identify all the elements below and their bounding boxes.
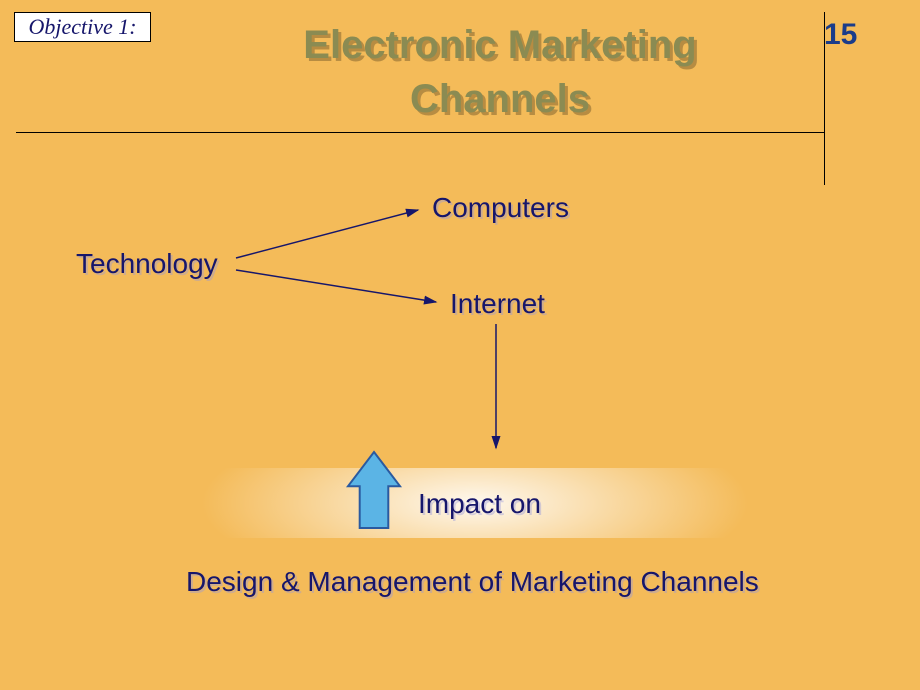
node-impact: Impact on [418, 488, 541, 520]
node-technology: Technology [76, 248, 218, 280]
side-rule [824, 12, 825, 185]
objective-label: Objective 1: [28, 14, 136, 40]
arrow-tech-computers [236, 210, 418, 258]
node-computers: Computers [432, 192, 569, 224]
page-number: 15 [824, 18, 857, 52]
objective-badge: Objective 1: [14, 12, 151, 42]
arrow-tech-internet [236, 270, 436, 302]
slide: Objective 1: 15 Electronic Marketing Cha… [0, 0, 920, 690]
title-underline [16, 132, 824, 133]
node-internet: Internet [450, 288, 545, 320]
slide-title: Electronic Marketing Channels [240, 18, 760, 126]
node-design: Design & Management of Marketing Channel… [186, 566, 759, 598]
